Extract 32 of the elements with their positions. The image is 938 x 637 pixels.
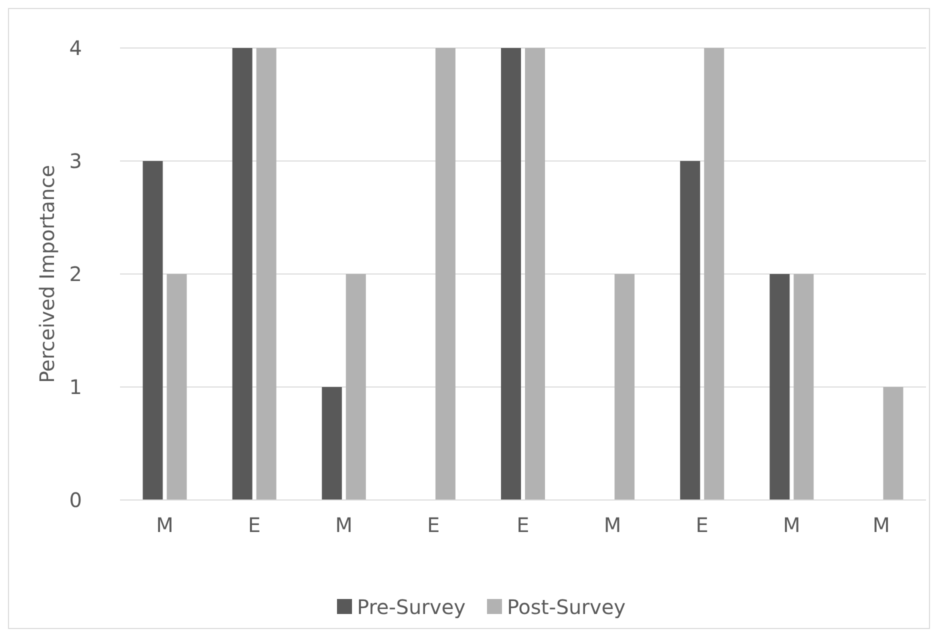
y-axis-title: Perceived Importance [35,164,59,384]
bar [435,48,456,500]
x-tick-label: E [427,513,440,537]
x-tick-label: M [156,513,174,537]
bar [883,387,904,500]
bar [232,48,252,500]
legend-label: Post-Survey [507,595,626,619]
y-tick-label: 1 [69,375,82,399]
legend-label: Pre-Survey [357,595,466,619]
x-tick-label: E [248,513,261,537]
bar [256,48,276,500]
bar [794,274,814,500]
y-tick-label: 0 [69,488,82,512]
bar [525,48,545,500]
x-tick-label: M [872,513,890,537]
bar [346,274,366,500]
y-tick-label: 3 [69,149,82,173]
y-tick-label: 4 [69,36,82,60]
x-tick-label: M [335,513,353,537]
x-tick-label: E [516,513,530,537]
x-tick-label: M [783,513,800,537]
bar [322,387,342,500]
bar [166,274,187,500]
x-tick-label: E [696,513,708,537]
bar [142,161,163,500]
bar [501,48,521,500]
bar [614,274,635,500]
bar [680,161,700,500]
x-tick-label: M [604,513,622,537]
bar [704,48,724,500]
y-tick-label: 2 [69,262,82,286]
bar [770,274,790,500]
